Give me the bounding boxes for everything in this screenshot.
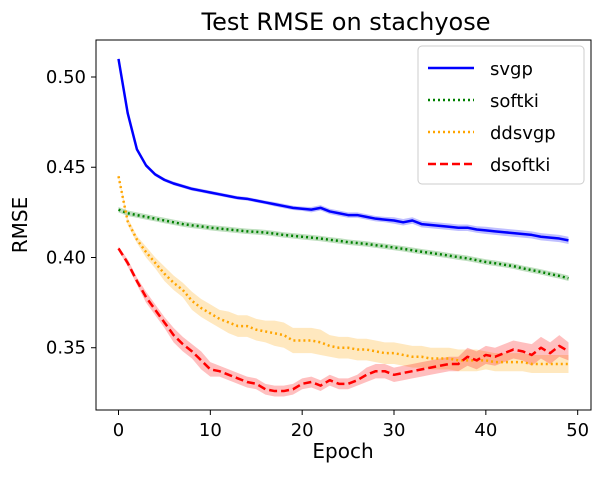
series-lines [117,58,570,393]
chart-title: Test RMSE on stachyose [200,8,490,36]
band-ddsvgp [118,174,569,373]
series-line-dsoftki [117,247,570,393]
legend-label-dsoftki: dsoftki [490,155,550,176]
legend-box [417,45,585,185]
x-tick-label: 30 [383,420,406,441]
plot-frame [95,39,592,411]
y-tick-label: 0.35 [46,338,86,359]
x-tick-label: 40 [474,420,497,441]
y-tick-label: 0.40 [46,247,86,268]
legend-label-ddsvgp: ddsvgp [490,123,556,144]
y-tick-label: 0.50 [46,67,86,88]
x-axis-ticks: 0 10 20 30 40 50 [113,410,589,441]
band-dsoftki [118,246,569,397]
legend: svgp softki ddsvgp dsoftki [417,45,585,185]
y-tick-label: 0.45 [46,157,86,178]
x-tick-label: 20 [291,420,314,441]
y-axis-label: RMSE [8,197,32,253]
x-tick-label: 10 [199,420,222,441]
legend-label-svgp: svgp [490,59,533,80]
y-axis-ticks: 0.35 0.40 0.45 0.50 [46,67,96,359]
series-line-svgp [117,58,569,242]
series-line-ddsvgp [117,176,569,366]
legend-label-softki: softki [490,91,539,112]
x-tick-label: 0 [113,420,124,441]
series-line-softki [118,208,569,280]
x-axis-label: Epoch [312,439,373,463]
band-softki [118,206,569,281]
x-tick-label: 50 [566,420,589,441]
